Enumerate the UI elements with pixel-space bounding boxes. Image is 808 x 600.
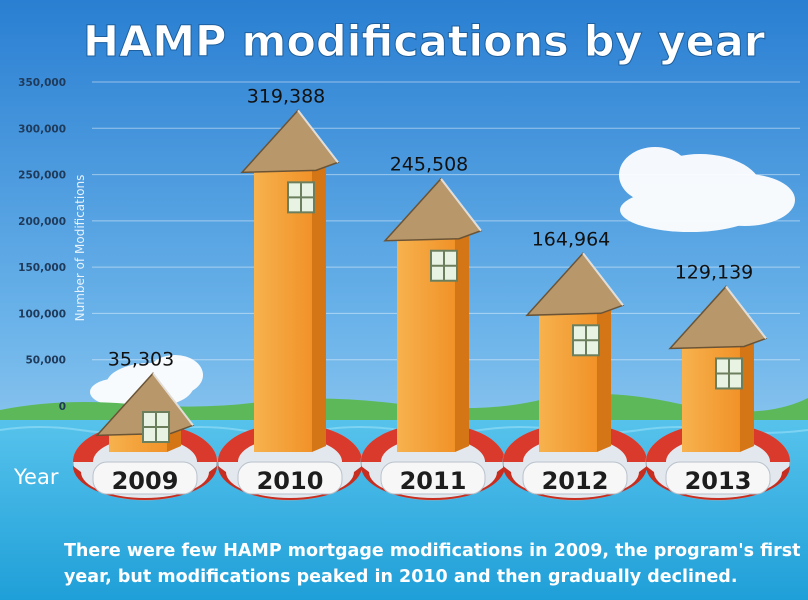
house-side [312, 162, 326, 453]
data-label: 245,508 [390, 154, 469, 176]
y-tick-label: 50,000 [25, 355, 66, 367]
x-tick-label: 2009 [112, 467, 179, 495]
ring-front [361, 461, 505, 500]
y-tick-label: 250,000 [18, 170, 66, 182]
house-front [254, 168, 312, 453]
y-axis: 0 50,000 100,000 150,000 200,000 250,000 300,0… [18, 77, 66, 413]
y-tick-label: 100,000 [18, 308, 66, 320]
y-tick-label: 300,000 [18, 123, 66, 135]
x-tick-label: 2012 [542, 467, 609, 495]
bar-2009: 2009 35,303 [72, 348, 218, 501]
x-tick-label: 2013 [685, 467, 752, 495]
caption-line-2: year, but modifications peaked in 2010 a… [64, 567, 738, 587]
caption: There were few HAMP mortgage modificatio… [64, 541, 807, 587]
y-tick-label: 200,000 [18, 216, 66, 228]
x-tick-label: 2011 [400, 467, 467, 495]
ring-front [503, 461, 647, 500]
y-tick-label: 150,000 [18, 262, 66, 274]
house-roof [240, 109, 340, 174]
ring-front [73, 461, 217, 500]
house-roof [383, 177, 483, 242]
y-axis-label: Number of Modifications [73, 175, 87, 322]
data-label: 35,303 [108, 348, 174, 370]
x-tick-label: 2010 [257, 467, 324, 495]
bar-2010: 2010 319,388 [217, 85, 363, 501]
house-side [455, 230, 469, 452]
house-side [597, 305, 611, 452]
chart-title: HAMP modifications by year [83, 17, 766, 67]
y-tick-label: 0 [59, 401, 66, 413]
caption-line-1: There were few HAMP mortgage modificatio… [64, 541, 801, 561]
ring-front [646, 461, 790, 500]
x-axis-label: Year [13, 465, 59, 489]
cloud [619, 147, 795, 232]
bar-2013: 2013 129,139 [645, 261, 791, 501]
ring-front [218, 461, 362, 500]
house-side [740, 338, 754, 452]
bar-2011: 2011 245,508 [360, 154, 506, 501]
data-label: 319,388 [247, 85, 326, 107]
data-label: 129,139 [675, 261, 754, 283]
bars: 2009 35,303 2010 319,388 2011 245,508 2012 164,… [72, 85, 791, 501]
bar-2012: 2012 164,964 [502, 228, 648, 501]
data-label: 164,964 [532, 228, 611, 250]
y-tick-label: 350,000 [18, 77, 66, 89]
